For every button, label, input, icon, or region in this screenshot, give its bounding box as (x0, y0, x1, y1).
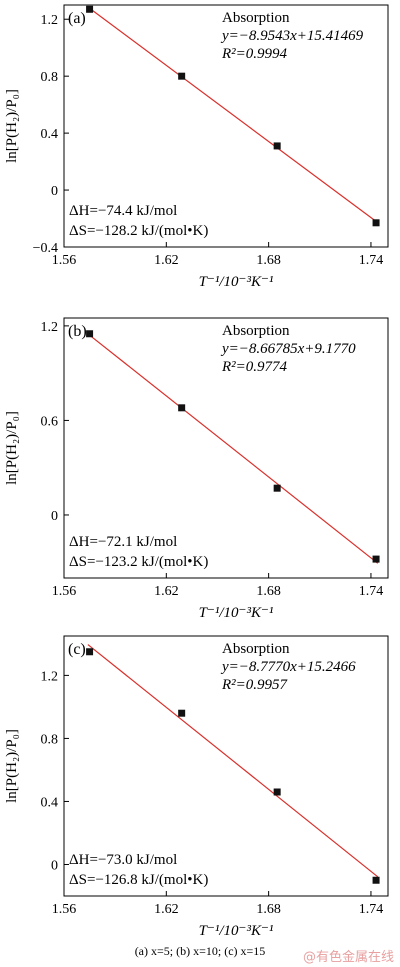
annotation-line: ΔS=−128.2 kJ/(mol•K) (69, 223, 208, 239)
y-axis-label: ln[P(H₂)/P₀] (4, 89, 20, 163)
annotation-line: ΔH=−73.0 kJ/mol (69, 852, 177, 868)
data-point (372, 876, 380, 884)
fit-line (87, 644, 379, 878)
y-tick-label: −0.4 (33, 241, 58, 256)
x-axis-label: T⁻¹/10⁻³K⁻¹ (199, 605, 274, 621)
fit-line (87, 6, 379, 224)
data-point (372, 555, 380, 563)
panel-label: (a) (68, 10, 86, 27)
y-tick-label: 0.6 (41, 414, 59, 429)
x-tick-label: 1.56 (52, 584, 77, 599)
plot-frame (63, 4, 389, 248)
legend-line: R²=0.9774 (221, 359, 288, 375)
y-tick-label: 0.4 (41, 795, 59, 810)
data-point (273, 484, 281, 492)
y-axis-label: ln[P(H₂)/P₀] (4, 729, 20, 803)
annotation-line: ΔS=−126.8 kJ/(mol•K) (69, 872, 208, 888)
data-point (273, 788, 281, 796)
chart-panel-c: 1.56 1.62 1.68 1.74 0 0.4 0.8 1.2 (c) Absorption y… (4, 635, 389, 939)
fit-line (87, 333, 379, 564)
data-point (178, 709, 186, 717)
y-tick-label: 0.4 (41, 127, 59, 142)
x-tick-label: 1.74 (359, 584, 384, 599)
chart-panel-b: 1.56 1.62 1.68 1.74 0 0.6 1.2 (b) Absorption y=−8… (4, 317, 389, 621)
y-tick-label: 0.8 (41, 732, 59, 747)
x-tick-label: 1.68 (256, 902, 281, 917)
legend-line: y=−8.7770x+15.2466 (220, 659, 356, 675)
x-tick-label: 1.74 (359, 902, 384, 917)
x-axis-label: T⁻¹/10⁻³K⁻¹ (199, 274, 274, 290)
x-axis-label: T⁻¹/10⁻³K⁻¹ (199, 923, 274, 939)
x-tick-label: 1.68 (256, 584, 281, 599)
x-tick-label: 1.56 (52, 253, 77, 268)
annotation-line: ΔS=−123.2 kJ/(mol•K) (69, 554, 208, 570)
watermark: @有色金属在线 (302, 950, 394, 965)
y-tick-label: 0 (51, 184, 58, 199)
legend-line: Absorption (222, 323, 290, 339)
plot-frame (63, 317, 389, 579)
annotation-line: ΔH=−72.1 kJ/mol (69, 534, 177, 550)
legend-line: R²=0.9957 (221, 677, 289, 693)
data-point (86, 648, 94, 656)
y-tick-label: 1.2 (41, 669, 59, 684)
x-tick-label: 1.62 (154, 902, 179, 917)
y-tick-label: 1.2 (41, 320, 59, 335)
legend-line: y=−8.66785x+9.1770 (220, 341, 356, 357)
plot-frame (63, 635, 389, 897)
data-point (86, 5, 94, 13)
legend-line: Absorption (222, 10, 290, 26)
data-point (372, 219, 380, 227)
y-tick-label: 1.2 (41, 13, 59, 28)
x-tick-label: 1.74 (359, 253, 384, 268)
x-tick-label: 1.62 (154, 584, 179, 599)
legend-line: Absorption (222, 641, 290, 657)
data-point (273, 142, 281, 150)
y-tick-label: 0 (51, 509, 58, 524)
chart-panel-a: 1.56 1.62 1.68 1.74 −0.4 0 0.4 0.8 1.2 (a) Absorpt… (4, 4, 389, 290)
x-tick-label: 1.62 (154, 253, 179, 268)
legend-line: R²=0.9994 (221, 46, 288, 62)
y-tick-label: 0.8 (41, 70, 59, 85)
y-tick-label: 0 (51, 858, 58, 873)
data-point (178, 72, 186, 80)
legend-line: y=−8.9543x+15.41469 (220, 28, 364, 44)
x-tick-label: 1.56 (52, 902, 77, 917)
data-point (86, 330, 94, 338)
figure-caption: (a) x=5; (b) x=10; (c) x=15 (134, 944, 266, 958)
data-point (178, 404, 186, 412)
panel-label: (c) (68, 641, 86, 658)
annotation-line: ΔH=−74.4 kJ/mol (69, 203, 177, 219)
y-axis-label: ln[P(H₂)/P₀] (4, 411, 20, 485)
x-tick-label: 1.68 (256, 253, 281, 268)
figure-canvas: 1.56 1.62 1.68 1.74 −0.4 0 0.4 0.8 1.2 (a) Absorpt… (4, 4, 389, 939)
panel-label: (b) (68, 323, 87, 340)
